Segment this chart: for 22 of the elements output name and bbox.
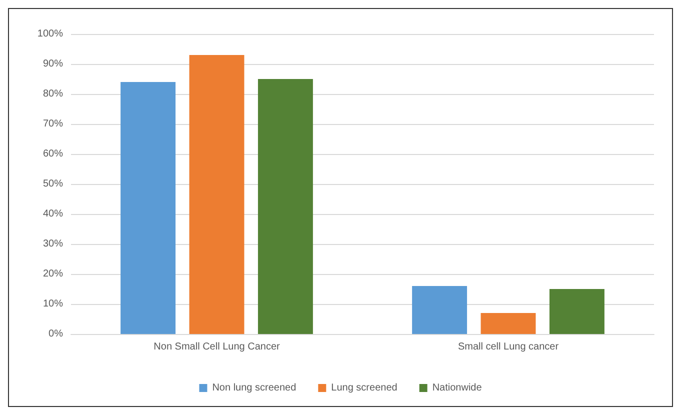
legend-label: Lung screened [331,382,398,394]
y-tick-label: 70% [42,118,64,130]
bar [480,313,536,334]
y-tick-label: 50% [42,178,64,190]
y-tick-label: 30% [42,238,64,250]
y-tick-label: 60% [42,148,64,160]
y-tick-label: 10% [42,298,64,310]
y-tick-label: 100% [37,28,64,40]
x-tick-label: Small cell Lung cancer [458,342,560,352]
bar [412,286,468,334]
bar [189,55,244,334]
y-tick-label: 40% [42,208,64,220]
bar [120,82,176,334]
y-tick-label: 20% [42,268,64,280]
bar [258,79,313,334]
y-tick-label: 80% [42,88,64,100]
legend-label: Nationwide [432,382,482,394]
y-tick-label: 90% [42,58,64,70]
bar [549,289,604,334]
x-tick-label: Non Small Cell Lung Cancer [154,342,281,352]
y-tick-label: 0% [48,328,64,340]
legend-label: Non lung screened [212,382,296,394]
